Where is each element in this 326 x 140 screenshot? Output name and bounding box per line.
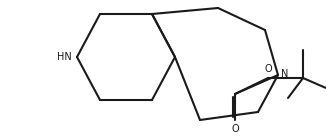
Text: N: N (281, 69, 289, 79)
Text: O: O (231, 124, 239, 134)
Text: O: O (264, 64, 272, 74)
Text: HN: HN (57, 52, 72, 62)
